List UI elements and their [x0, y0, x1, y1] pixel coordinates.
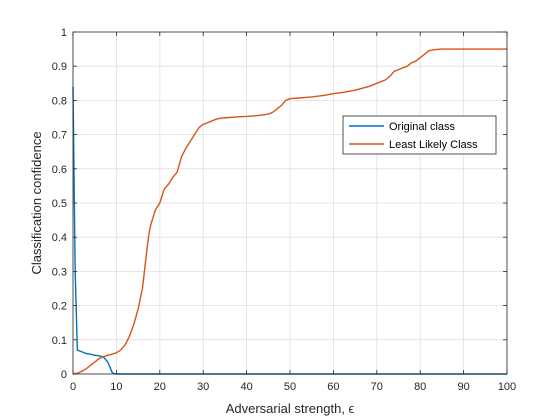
x-tick-label: 10 [110, 381, 122, 393]
x-tick-label: 20 [154, 381, 166, 393]
x-axis-label: Adversarial strength, ϵ [226, 401, 355, 416]
x-tick-label: 100 [498, 381, 516, 393]
y-tick-label: 1 [61, 27, 67, 39]
legend-box [342, 115, 497, 155]
x-tick-label: 60 [327, 381, 339, 393]
y-tick-label: 0.1 [52, 335, 67, 347]
tick-labels: 0 10 20 30 40 50 60 70 80 90 100 0 0.1 0.2 0.3 0.4 0.5 0.… [52, 27, 516, 393]
series-line-least-likely-class [72, 48, 507, 375]
y-tick-label: 0.3 [52, 266, 67, 278]
x-tick-label: 90 [457, 381, 469, 393]
y-tick-label: 0.9 [52, 61, 67, 73]
x-tick-label: 0 [70, 381, 76, 393]
x-tick-label: 40 [240, 381, 252, 393]
legend-label-least-likely-class: Least Likely Class [389, 139, 478, 151]
x-tick-label: 80 [414, 381, 426, 393]
x-tick-label: 70 [371, 381, 383, 393]
x-tick-label: 30 [197, 381, 209, 393]
y-tick-label: 0.6 [52, 164, 67, 176]
axis-ticks [72, 31, 508, 375]
y-tick-label: 0.7 [52, 130, 67, 142]
x-tick-label: 50 [284, 381, 296, 393]
y-tick-label: 0.8 [52, 95, 67, 107]
y-tick-label: 0 [61, 369, 67, 381]
y-tick-label: 0.4 [52, 232, 67, 244]
y-tick-label: 0.5 [52, 198, 67, 210]
y-tick-label: 0.2 [52, 301, 67, 313]
legend: Original class Least Likely Class [342, 115, 497, 155]
y-axis-label: Classification confidence [29, 131, 44, 274]
legend-label-original-class: Original class [389, 121, 456, 133]
